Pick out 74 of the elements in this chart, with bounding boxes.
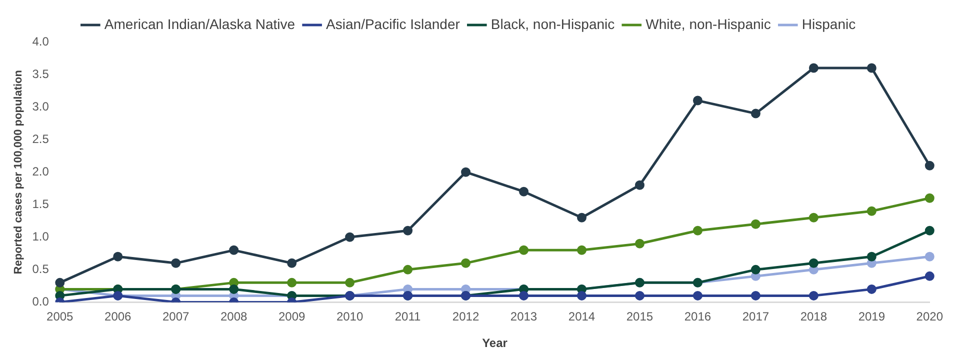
point — [229, 284, 239, 294]
y-tick-label: 1.5 — [32, 196, 50, 211]
point — [866, 63, 876, 73]
point — [692, 226, 702, 236]
point — [866, 284, 876, 294]
y-tick-label: 2.0 — [32, 164, 50, 178]
point — [576, 290, 586, 300]
point — [924, 193, 934, 203]
point — [634, 180, 644, 190]
x-tick-label: 2012 — [452, 310, 480, 324]
point — [808, 258, 818, 268]
point — [461, 258, 471, 268]
point — [924, 160, 934, 170]
y-tick-label: 3.0 — [32, 99, 50, 114]
y-tick-label: 0.5 — [32, 262, 50, 276]
y-tick-label: 3.5 — [32, 66, 50, 81]
x-tick-label: 2011 — [394, 310, 422, 324]
point — [519, 245, 529, 255]
point — [403, 264, 413, 274]
legend-label: White, non-Hispanic — [646, 16, 771, 32]
x-tick-label: 2020 — [916, 310, 944, 324]
y-tick-label: 0.0 — [32, 294, 50, 309]
y-tick-label: 4.0 — [32, 34, 50, 48]
point — [403, 226, 413, 236]
point — [461, 167, 471, 177]
point — [866, 206, 876, 216]
point — [345, 232, 355, 242]
legend-label: Asian/Pacific Islander — [326, 16, 460, 32]
point — [634, 290, 644, 300]
point — [750, 290, 760, 300]
x-tick-label: 2005 — [46, 310, 74, 324]
point — [808, 63, 818, 73]
point — [576, 212, 586, 222]
legend-label: Black, non-Hispanic — [490, 16, 615, 32]
x-tick-label: 2006 — [104, 310, 132, 324]
x-axis-title: Year — [482, 336, 508, 350]
x-tick-label: 2017 — [742, 310, 770, 324]
x-tick-label: 2018 — [800, 310, 828, 324]
point — [519, 186, 529, 196]
legend-label: American Indian/Alaska Native — [104, 16, 296, 32]
point — [171, 258, 181, 268]
point — [924, 252, 934, 262]
point — [866, 252, 876, 262]
y-axis-title: Reported cases per 100,000 population — [12, 70, 25, 274]
point — [229, 245, 239, 255]
x-tick-label: 2013 — [510, 310, 538, 324]
x-tick-label: 2010 — [336, 310, 364, 324]
point — [113, 252, 123, 262]
point — [750, 219, 760, 229]
x-tick-label: 2014 — [568, 310, 596, 324]
x-tick-label: 2015 — [626, 310, 654, 324]
x-tick-label: 2007 — [162, 310, 190, 324]
point — [287, 278, 297, 288]
point — [924, 226, 934, 236]
point — [808, 290, 818, 300]
x-tick-label: 2016 — [684, 310, 712, 324]
point — [924, 271, 934, 281]
y-tick-label: 2.5 — [32, 132, 50, 146]
point — [692, 96, 702, 106]
point — [634, 238, 644, 248]
point — [808, 212, 818, 222]
point — [750, 108, 760, 118]
legend-label: Hispanic — [802, 16, 856, 32]
point — [519, 290, 529, 300]
point — [576, 245, 586, 255]
point — [750, 264, 760, 274]
point — [287, 258, 297, 268]
x-tick-label: 2009 — [278, 310, 306, 324]
point — [692, 290, 702, 300]
point — [345, 278, 355, 288]
point — [55, 278, 65, 288]
y-tick-label: 1.0 — [32, 229, 50, 244]
x-tick-label: 2008 — [220, 310, 248, 324]
x-tick-label: 2019 — [858, 310, 886, 324]
